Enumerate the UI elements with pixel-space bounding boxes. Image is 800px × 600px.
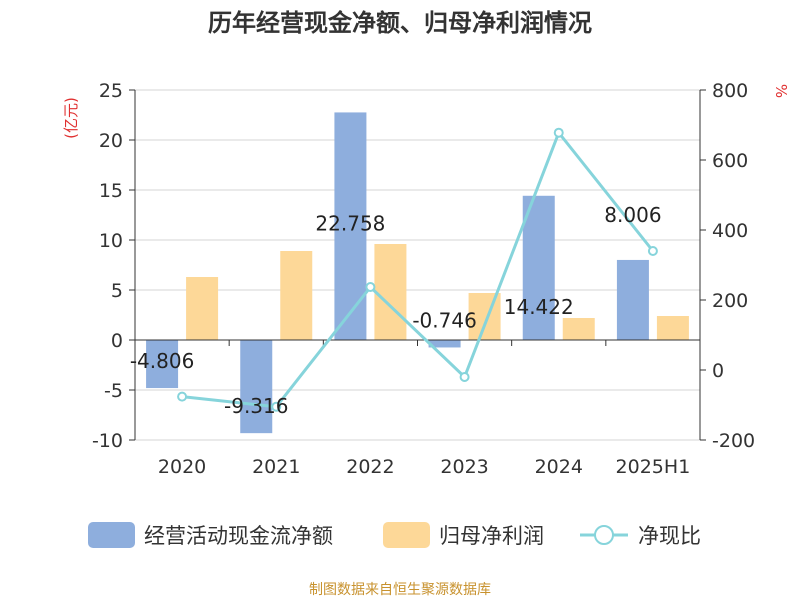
left-tick-label: 10: [99, 230, 123, 252]
legend-label: 经营活动现金流净额: [144, 524, 333, 548]
right-tick-label: 600: [712, 150, 748, 172]
right-tick-label: 0: [712, 360, 724, 382]
ratio-point: [177, 391, 188, 402]
category-label: 2020: [158, 456, 206, 478]
left-tick-label: 15: [99, 180, 123, 202]
bar-cash-flow: [522, 195, 555, 340]
ratio-point: [271, 401, 282, 412]
category-label: 2021: [252, 456, 300, 478]
legend-label: 归母净利润: [439, 524, 544, 548]
chart-title: 历年经营现金净额、归母净利润情况: [208, 9, 592, 37]
ratio-line: [177, 127, 658, 412]
bar-net-profit: [562, 318, 595, 340]
left-tick-label: 25: [99, 80, 123, 102]
bar-value-label: -4.806: [130, 349, 194, 373]
legend-label: 净现比: [638, 524, 701, 548]
bar-cash-flow: [428, 340, 461, 348]
right-tick-label: -200: [712, 430, 755, 452]
left-tick-label: -5: [104, 380, 123, 402]
left-axis-unit: (亿元): [62, 97, 80, 139]
bar-value-label: 22.758: [315, 211, 385, 235]
right-axis-unit: %: [772, 84, 790, 98]
ratio-point: [365, 282, 376, 293]
ratio-point: [459, 372, 470, 382]
bar-net-profit: [656, 316, 689, 340]
bar-net-profit: [186, 277, 219, 340]
legend-swatch: [88, 522, 135, 548]
ratio-point: [553, 127, 564, 138]
category-label: 2023: [440, 456, 488, 478]
right-tick-label: 200: [712, 290, 748, 312]
category-label: 2025H1: [616, 456, 691, 478]
legend-marker: [594, 525, 614, 545]
bar-value-label: 8.006: [604, 203, 661, 227]
bar-cash-flow: [616, 259, 649, 340]
bar-net-profit: [280, 251, 313, 340]
ratio-point: [647, 246, 658, 256]
legend-swatch: [383, 522, 430, 548]
left-tick-label: 20: [99, 130, 123, 152]
ratio-line-path: [181, 129, 655, 409]
source-note: 制图数据来自恒生聚源数据库: [309, 582, 491, 598]
data-labels: -4.806 -9.316 22.758 -0.746 14.422 8.006: [130, 203, 662, 418]
grid: [135, 89, 700, 441]
right-tick-label: 800: [712, 80, 748, 102]
axes: -10 -5 0 5 10 15 20 25 -200 0 200 400 600 800 (亿元)% 202…: [62, 80, 790, 478]
left-tick-label: 5: [111, 280, 123, 302]
legend: 经营活动现金流净额 归母净利润 净现比: [88, 522, 701, 548]
category-label: 2024: [535, 456, 583, 478]
bar-value-label: 14.422: [504, 295, 574, 319]
bar-cash-flow: [240, 340, 273, 434]
right-tick-label: 400: [712, 220, 748, 242]
bar-value-label: -0.746: [412, 308, 476, 332]
bars: [146, 112, 689, 434]
category-label: 2022: [346, 456, 394, 478]
left-tick-label: 0: [111, 330, 123, 352]
bar-value-label: -9.316: [224, 394, 288, 418]
bar-cash-flow: [334, 112, 367, 340]
bar-cash-flow: [146, 340, 179, 389]
bar-net-profit: [374, 244, 407, 340]
left-tick-label: -10: [92, 430, 123, 452]
